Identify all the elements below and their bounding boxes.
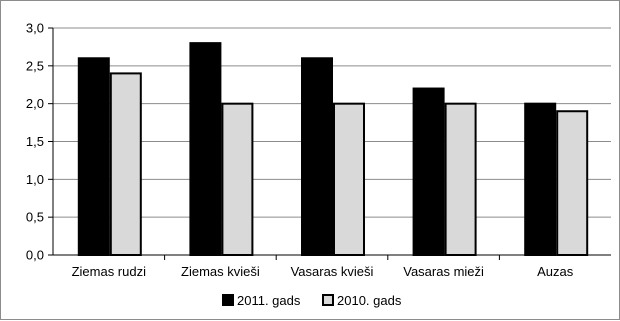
- legend-swatch: [222, 294, 234, 306]
- x-tick-label: Ziemas kvieši: [181, 264, 260, 279]
- legend-label: 2010. gads: [337, 293, 402, 308]
- y-tick-label: 3,0: [26, 21, 44, 36]
- legend-label: 2011. gads: [237, 293, 301, 308]
- y-tick-label: 0,5: [26, 210, 44, 225]
- legend-swatch: [322, 294, 334, 306]
- bar-series-1-0: [77, 57, 110, 257]
- y-tick-label: 1,5: [26, 134, 44, 149]
- bar-series-1-2: [301, 57, 333, 257]
- bar-series-1-3: [412, 87, 445, 256]
- y-tick-label: 2,0: [26, 96, 44, 111]
- x-tick-labels: Ziemas rudzi Ziemas kvieši Vasaras kvieši V…: [72, 264, 574, 279]
- bar-series-2-2: [333, 102, 365, 256]
- x-tick-label: Auzas: [537, 264, 574, 279]
- bar-series-1-1: [189, 42, 222, 257]
- x-tick-label: Vasaras mieži: [403, 264, 484, 279]
- bar-series-2-4: [556, 110, 589, 256]
- x-tick-label: Ziemas rudzi: [72, 264, 147, 279]
- y-tick-label: 0,0: [26, 248, 44, 263]
- legend: 2011. gads 2010. gads: [222, 293, 402, 308]
- y-tick-label: 1,0: [26, 172, 44, 187]
- bar-series-2-1: [221, 102, 254, 256]
- bars: [77, 42, 589, 257]
- x-tick-label: Vasaras kvieši: [291, 264, 374, 279]
- bar-series-1-4: [524, 102, 557, 256]
- y-tick-labels: 0,0 0,5 1,0 1,5 2,0 2,5 3,0: [26, 21, 44, 263]
- bar-series-2-0: [109, 72, 142, 257]
- bar-series-2-3: [444, 102, 477, 256]
- y-tick-label: 2,5: [26, 58, 44, 73]
